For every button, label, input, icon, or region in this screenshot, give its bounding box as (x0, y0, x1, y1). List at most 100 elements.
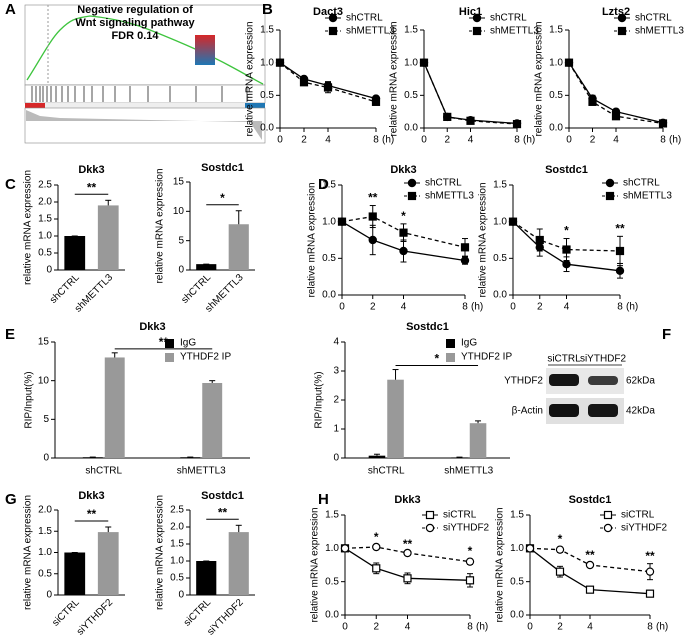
y-tick-label: 0.5 (325, 576, 339, 587)
legend-label: shMETTL3 (346, 26, 395, 37)
x-tick-label: 2 (557, 622, 563, 633)
marker (562, 260, 571, 269)
x-unit: (h) (626, 302, 638, 313)
marker (323, 83, 333, 92)
bar (387, 379, 404, 458)
x-tick-label: 0 (510, 302, 516, 313)
x-tick-label: 8 (660, 135, 666, 146)
y-tick-label: 2.0 (38, 197, 52, 208)
legend-marker (617, 26, 627, 36)
x-tick-label: 0 (421, 135, 427, 146)
bar (451, 457, 468, 458)
y-tick-label: 0.0 (549, 123, 563, 134)
x-unit: (h) (476, 622, 488, 633)
y-axis-label: RIP/Input(%) (24, 371, 35, 428)
series-line (512, 221, 621, 252)
y-tick-label: 1.0 (493, 216, 507, 227)
marker (275, 58, 285, 67)
legend-label: shMETTL3 (623, 191, 672, 202)
marker (299, 78, 309, 87)
bar (196, 264, 217, 270)
y-tick-label: 1.0 (549, 57, 563, 68)
legend-label: IgG (461, 338, 477, 349)
y-tick-label: 15 (173, 177, 185, 188)
hits (31, 86, 248, 102)
bar (228, 532, 249, 595)
x-tick-label: 8 (373, 135, 379, 146)
y-tick-label: 1.5 (260, 25, 274, 36)
series-line (423, 62, 518, 125)
y-tick-label: 0.5 (170, 573, 184, 584)
x-tick-label: 0 (527, 622, 533, 633)
panel-letter: D (318, 176, 329, 193)
y-tick-label: 15 (38, 337, 50, 348)
marker (645, 567, 655, 576)
x-tick-label: 0 (277, 135, 283, 146)
y-tick-label: 5 (43, 414, 49, 425)
lane-label: siYTHDF2 (580, 354, 627, 365)
legend-label: shMETTL3 (425, 191, 474, 202)
y-axis-label: relative mRNA expression (495, 507, 506, 622)
significance: * (401, 209, 406, 223)
chart-title: Sostdc1 (569, 494, 612, 506)
size-label: 62kDa (626, 376, 655, 387)
marker (585, 585, 595, 594)
panel-letter: F (662, 326, 671, 343)
y-tick-label: 0.0 (260, 123, 274, 134)
y-tick-label: 1 (333, 424, 339, 435)
x-tick-label: shCTRL (48, 272, 82, 306)
significance: * (468, 544, 473, 558)
marker (562, 245, 571, 254)
panel-letter: B (262, 1, 273, 18)
legend-marker (472, 13, 482, 23)
hit-band (24, 84, 266, 104)
x-tick-label: 2 (301, 135, 307, 146)
y-axis-label: relative mRNA expression (155, 495, 166, 610)
y-tick-label: 1.0 (322, 216, 336, 227)
y-tick-label: 0.0 (493, 290, 507, 301)
series-line (344, 546, 471, 563)
y-tick-label: 0 (333, 453, 339, 464)
significance: * (220, 191, 225, 205)
y-axis-label: relative mRNA expression (534, 21, 545, 136)
marker (340, 544, 350, 553)
heat-legend (195, 35, 215, 65)
series-line (512, 221, 621, 272)
y-tick-label: 5 (178, 235, 184, 246)
y-tick-label: 3 (333, 366, 339, 377)
y-tick-label: 1.5 (38, 214, 52, 225)
legend-marker (603, 510, 613, 520)
legend-marker (407, 191, 417, 201)
x-tick-label: siYTHDF2 (75, 597, 116, 638)
x-tick-label: 8 (462, 302, 468, 313)
marker (555, 545, 565, 554)
x-tick-label: 8 (617, 302, 623, 313)
y-axis-label: relative mRNA expression (155, 168, 166, 283)
marker (368, 235, 377, 245)
series-line (341, 221, 466, 262)
significance: ** (615, 222, 625, 236)
x-tick-label: 4 (564, 302, 570, 313)
rank-blue (245, 103, 265, 108)
significance: ** (159, 335, 169, 349)
x-tick-label: 4 (468, 135, 474, 146)
y-tick-label: 0.5 (493, 253, 507, 264)
chart-title: Dact3 (313, 6, 343, 18)
x-unit: (h) (382, 135, 394, 146)
bar (469, 423, 487, 458)
significance: ** (403, 537, 413, 551)
significance: * (434, 352, 439, 366)
legend-label: siCTRL (443, 510, 477, 521)
chart-title: Dkk3 (78, 490, 104, 502)
legend-swatch (165, 353, 174, 362)
legend-marker (605, 178, 615, 188)
legend-label: IgG (180, 338, 196, 349)
y-tick-label: 0.5 (260, 90, 274, 101)
y-axis-label: relative mRNA expression (23, 170, 34, 285)
marker (465, 557, 475, 566)
x-tick-label: 4 (401, 302, 407, 313)
y-tick-label: 1.0 (170, 556, 184, 567)
chart-title: Dkk3 (139, 321, 165, 333)
x-tick-label: siYTHDF2 (205, 597, 246, 638)
